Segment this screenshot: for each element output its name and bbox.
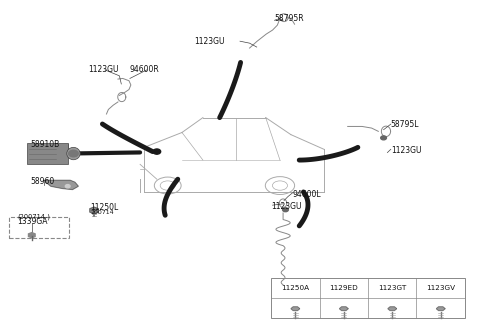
Text: 11250L: 11250L [91,203,119,212]
Text: 58795L: 58795L [391,120,419,129]
Text: 1123GU: 1123GU [194,37,225,46]
Polygon shape [339,307,348,311]
Text: 1123GU: 1123GU [88,65,118,74]
Text: 58910B: 58910B [30,140,60,149]
Ellipse shape [67,147,80,160]
Text: 1123GU: 1123GU [391,146,421,155]
Bar [9,217,69,238]
Circle shape [153,149,161,154]
Text: 94600R: 94600R [130,65,160,74]
Polygon shape [28,233,35,238]
Bar [27,143,68,164]
Circle shape [65,185,70,188]
Polygon shape [388,307,396,311]
Circle shape [283,208,288,212]
Text: 58960: 58960 [30,177,55,186]
Text: 94600L: 94600L [293,190,321,198]
Text: 1123GV: 1123GV [426,285,456,291]
Text: 58795R: 58795R [275,14,304,24]
Text: 200714: 200714 [91,210,114,215]
Text: 1339GA: 1339GA [17,217,48,226]
Polygon shape [436,307,445,311]
Circle shape [69,150,78,157]
Text: 1123GT: 1123GT [378,285,407,291]
Circle shape [381,136,386,140]
Bar [271,278,465,318]
Text: (200714-): (200714-) [17,213,50,219]
Text: 1123GU: 1123GU [271,202,301,211]
Text: 11250A: 11250A [281,285,310,291]
Text: 1129ED: 1129ED [329,285,358,291]
Polygon shape [44,180,78,190]
Polygon shape [291,307,300,311]
Polygon shape [90,207,98,214]
